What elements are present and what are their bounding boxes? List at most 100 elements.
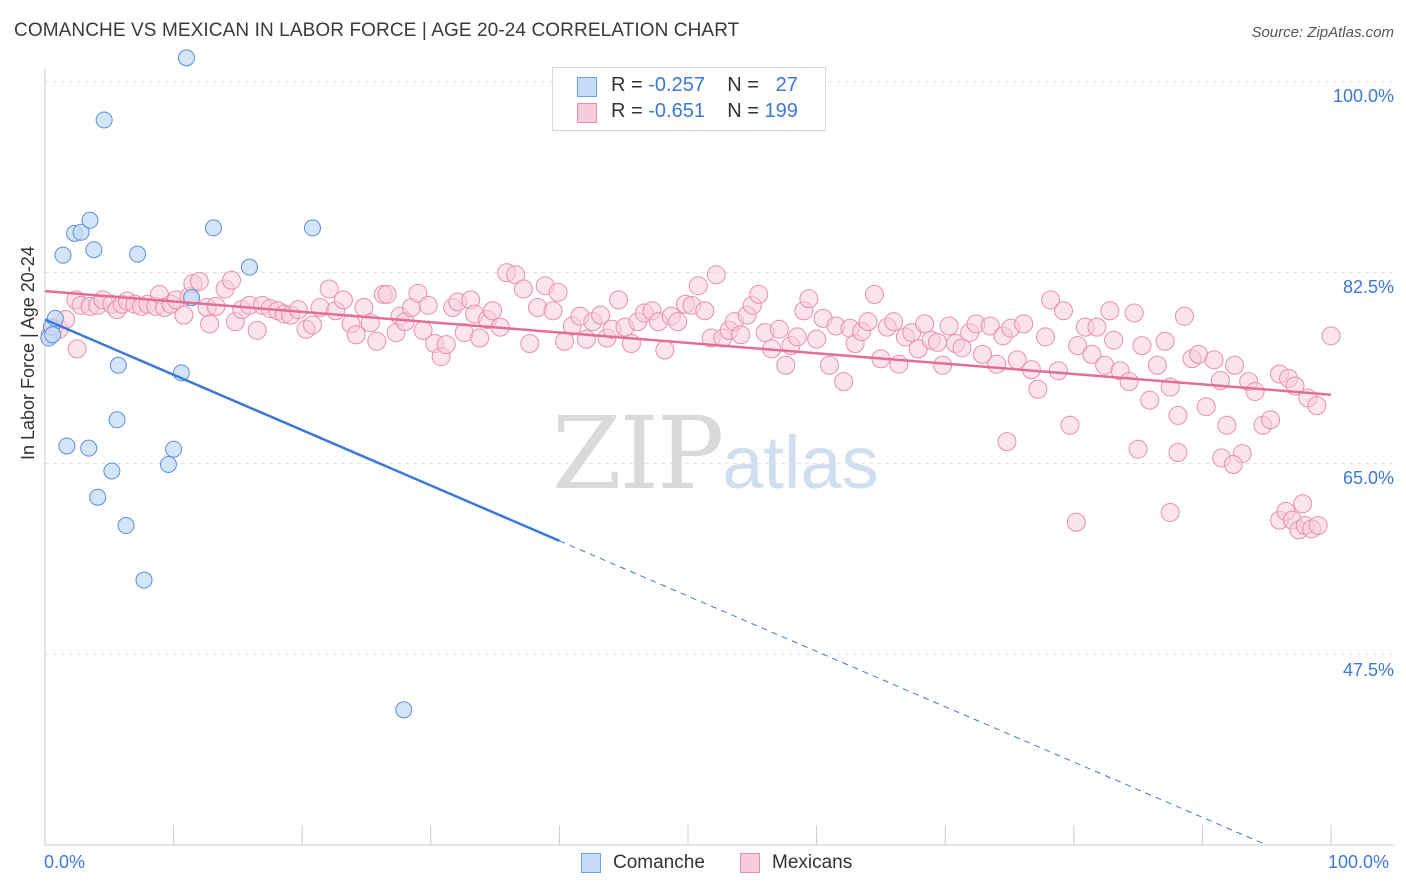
mexicans-point xyxy=(819,355,839,375)
mexicans-point xyxy=(174,305,194,325)
mexicans-point xyxy=(655,340,675,360)
comanche-trend-extension xyxy=(559,540,1267,846)
mexicans-point xyxy=(1147,355,1167,375)
mexicans-point xyxy=(1068,336,1088,356)
mexicans-point xyxy=(1245,381,1265,401)
watermark: ZIPatlas xyxy=(552,395,879,512)
r-value: -0.257 xyxy=(648,74,705,96)
mexicans-point xyxy=(997,432,1017,452)
comanche-point xyxy=(108,411,126,429)
mexicans-point xyxy=(695,301,715,321)
comanche-point xyxy=(103,462,121,480)
mexicans-point xyxy=(200,314,220,334)
mexicans-point xyxy=(749,284,769,304)
comanche-point xyxy=(117,517,135,535)
mexicans-point xyxy=(1225,355,1245,375)
mexicans-point xyxy=(834,372,854,392)
comanche-point xyxy=(395,701,413,719)
y-tick-label: 82.5% xyxy=(1342,277,1394,297)
mexicans-point xyxy=(520,333,540,353)
mexicans-point xyxy=(543,301,563,321)
comanche-point xyxy=(303,219,321,237)
r-label: R = xyxy=(611,74,649,96)
r-value: -0.651 xyxy=(648,100,705,122)
source-label: Source: ZipAtlas.com xyxy=(1251,24,1394,41)
mexicans-point xyxy=(221,270,241,290)
comanche-point xyxy=(204,219,222,237)
mexicans-point xyxy=(1223,454,1243,474)
mexicans-point xyxy=(987,354,1007,374)
mexicans-point xyxy=(319,279,339,299)
mexicans-point xyxy=(483,301,503,321)
x-tick-label: 0.0% xyxy=(44,852,86,872)
mexicans-point xyxy=(927,332,947,352)
y-tick-label: 47.5% xyxy=(1342,660,1394,680)
mexicans-point xyxy=(884,312,904,332)
comanche-point xyxy=(58,437,76,455)
mexicans-point xyxy=(436,335,456,355)
comanche-trend-line xyxy=(44,318,560,542)
mexicans-point xyxy=(418,295,438,315)
mexicans-trend-line xyxy=(44,289,1332,396)
y-axis-label: In Labor Force | Age 20-24 xyxy=(18,246,38,460)
mexicans-point xyxy=(1119,372,1139,392)
mexicans-point xyxy=(915,314,935,334)
mexicans-point xyxy=(776,355,796,375)
mexicans-point xyxy=(1082,344,1102,364)
mexicans-point xyxy=(1128,439,1148,459)
mexicans-point xyxy=(513,279,533,299)
mexicans-point xyxy=(1036,327,1056,347)
mexicans-legend-label: Mexicans xyxy=(772,852,853,873)
comanche-legend-swatch xyxy=(581,853,601,873)
mexicans-point xyxy=(1217,415,1237,435)
watermark-atlas: atlas xyxy=(722,421,879,504)
mexicans-point xyxy=(333,290,353,310)
mexicans-swatch xyxy=(577,103,597,123)
comanche-point xyxy=(85,241,103,259)
mexicans-point xyxy=(1087,317,1107,337)
y-tick-label: 100.0% xyxy=(1332,86,1394,106)
mexicans-point xyxy=(1168,405,1188,425)
n-value: 199 xyxy=(764,100,798,122)
comanche-point xyxy=(177,49,195,67)
mexicans-point xyxy=(1041,290,1061,310)
mexicans-point xyxy=(67,339,87,359)
mexicans-point xyxy=(1140,390,1160,410)
mexicans-point xyxy=(972,344,992,364)
mexicans-point xyxy=(377,284,397,304)
mexicans-point xyxy=(576,329,596,349)
y-tick-label: 65.0% xyxy=(1342,468,1394,488)
mexicans-point xyxy=(288,300,308,320)
mexicans-point xyxy=(858,312,878,332)
mexicans-point xyxy=(668,312,688,332)
mexicans-point xyxy=(1174,306,1194,326)
mexicans-point xyxy=(1261,410,1281,430)
mexicans-point xyxy=(1066,512,1086,532)
r-label: R = xyxy=(611,100,649,122)
mexicans-point xyxy=(787,327,807,347)
mexicans-point xyxy=(933,355,953,375)
mexicans-point xyxy=(1308,516,1328,536)
comanche-point xyxy=(54,246,72,264)
mexicans-point xyxy=(1104,330,1124,350)
mexicans-point xyxy=(807,329,827,349)
comanche-point xyxy=(95,111,113,129)
mexicans-point xyxy=(864,284,884,304)
x-tick-label: 100.0% xyxy=(1328,852,1390,872)
mexicans-point xyxy=(952,338,972,358)
mexicans-point xyxy=(939,316,959,336)
mexicans-point xyxy=(1307,396,1327,416)
n-label: N = xyxy=(727,74,765,96)
mexicans-point xyxy=(1054,301,1074,321)
comanche-point xyxy=(165,440,183,458)
mexicans-point xyxy=(1321,326,1341,346)
mexicans-point xyxy=(1028,379,1048,399)
mexicans-point xyxy=(1124,303,1144,323)
mexicans-legend-swatch xyxy=(740,853,760,873)
mexicans-point xyxy=(1048,361,1068,381)
mexicans-point xyxy=(769,319,789,339)
mexicans-point xyxy=(980,316,1000,336)
stats-legend: R = -0.257 N = 27 R = -0.651 N = 199 xyxy=(552,67,826,131)
comanche-point xyxy=(72,223,90,241)
watermark-zip: ZIP xyxy=(552,395,724,512)
